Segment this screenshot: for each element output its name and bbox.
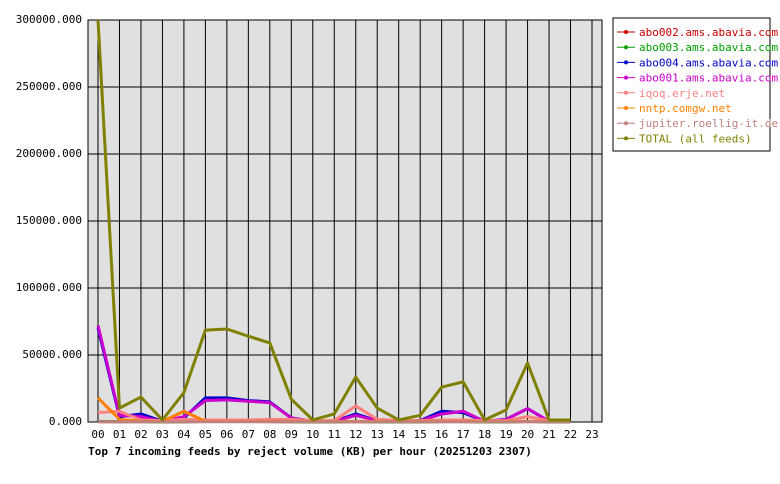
x-tick-label: 19 [499,428,512,441]
x-tick-label: 08 [263,428,276,441]
legend-dot [624,106,628,110]
legend-dot [624,121,628,125]
chart-title: Top 7 incoming feeds by reject volume (K… [88,445,532,458]
x-tick-label: 09 [285,428,298,441]
x-tick-label: 13 [371,428,384,441]
legend-label: abo002.ams.abavia.com [639,26,778,39]
legend-label: nntp.comgw.net [639,102,732,115]
x-tick-label: 20 [521,428,534,441]
x-tick-label: 04 [177,428,191,441]
x-tick-label: 11 [328,428,341,441]
legend-label: abo003.ams.abavia.com [639,41,778,54]
x-tick-label: 14 [392,428,406,441]
legend-label: abo001.ams.abavia.com [639,72,778,85]
legend-dot [624,45,628,49]
y-tick-label: 150000.000 [16,214,82,227]
y-tick-label: 200000.000 [16,147,82,160]
y-tick-label: 50000.000 [22,348,82,361]
legend-dot [624,76,628,80]
legend-dot [624,60,628,64]
x-tick-label: 18 [478,428,491,441]
x-tick-label: 03 [156,428,169,441]
legend-label: jupiter.roellig-it.de [639,117,778,130]
y-tick-label: 0.000 [49,415,82,428]
x-tick-label: 22 [564,428,577,441]
x-tick-label: 10 [306,428,319,441]
legend-label: abo004.ams.abavia.com [639,56,778,69]
x-tick-label: 00 [91,428,104,441]
x-tick-label: 06 [220,428,233,441]
x-tick-label: 01 [113,428,126,441]
x-tick-label: 15 [414,428,427,441]
x-tick-label: 07 [242,428,255,441]
legend-dot [624,136,628,140]
y-tick-label: 250000.000 [16,80,82,93]
x-tick-label: 02 [134,428,147,441]
x-tick-label: 05 [199,428,212,441]
x-tick-label: 17 [457,428,470,441]
y-tick-label: 300000.000 [16,13,82,26]
y-tick-label: 100000.000 [16,281,82,294]
legend-label: TOTAL (all feeds) [639,132,752,145]
legend-dot [624,91,628,95]
legend-dot [624,30,628,34]
x-tick-label: 16 [435,428,448,441]
x-tick-label: 21 [542,428,555,441]
legend-label: iqoq.erje.net [639,87,725,100]
x-tick-label: 12 [349,428,362,441]
x-tick-label: 23 [585,428,598,441]
